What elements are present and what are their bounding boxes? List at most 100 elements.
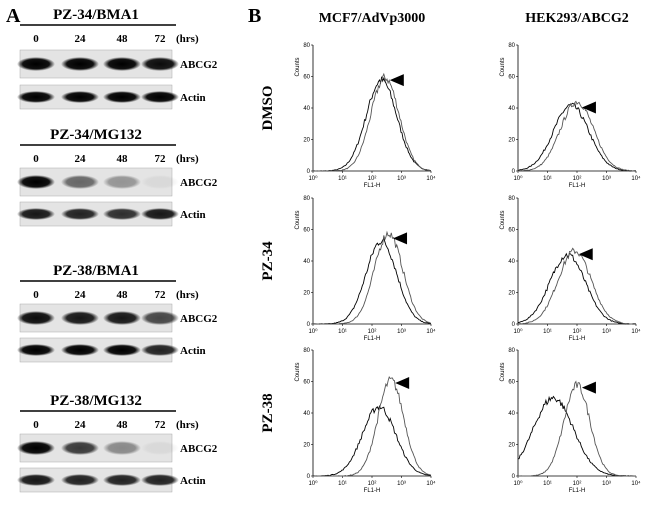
x-tick-label: 10⁴ xyxy=(426,480,436,487)
band xyxy=(17,175,55,189)
timepoint: 72 xyxy=(155,153,167,165)
x-tick-label: 10¹ xyxy=(543,329,552,335)
x-tick-label: 10⁴ xyxy=(631,175,641,182)
y-tick-label: 60 xyxy=(303,75,310,81)
panel-label: A xyxy=(6,5,21,27)
band xyxy=(61,474,99,486)
x-tick-label: 10⁰ xyxy=(513,175,523,182)
x-tick-label: 10² xyxy=(368,329,377,335)
histogram-curve xyxy=(517,380,637,477)
y-axis-label: Counts xyxy=(500,57,506,76)
x-tick-label: 10³ xyxy=(602,481,611,487)
y-tick-label: 40 xyxy=(303,106,310,112)
y-tick-label: 20 xyxy=(508,138,515,144)
histogram: 0 20 40 60 80 10⁰ 10¹ 10² 10³ 10⁴ Counts FL1-H xyxy=(500,196,641,342)
histogram: 0 20 40 60 80 10⁰ 10¹ 10² 10³ 10⁴ Counts FL1-H xyxy=(295,348,436,494)
timepoint: 24 xyxy=(75,419,87,431)
histogram: 0 20 40 60 80 10⁰ 10¹ 10² 10³ 10⁴ Counts FL1-H xyxy=(295,43,436,189)
x-tick-label: 10² xyxy=(368,176,377,182)
y-axis-label: Counts xyxy=(500,362,506,381)
timepoint: 48 xyxy=(117,153,129,165)
histogram-curve xyxy=(312,237,432,325)
band xyxy=(103,175,141,189)
band xyxy=(103,311,141,325)
histogram-curve xyxy=(312,72,432,172)
x-tick-label: 10¹ xyxy=(543,176,552,182)
x-tick-label: 10³ xyxy=(397,176,406,182)
y-tick-label: 60 xyxy=(303,380,310,386)
y-axis-label: Counts xyxy=(295,362,301,381)
band xyxy=(141,344,179,356)
y-tick-label: 40 xyxy=(508,411,515,417)
band xyxy=(141,474,179,486)
band xyxy=(103,474,141,486)
band xyxy=(61,441,99,455)
row-label: ABCG2 xyxy=(180,59,218,71)
x-tick-label: 10¹ xyxy=(543,481,552,487)
x-tick-label: 10³ xyxy=(602,176,611,182)
band xyxy=(141,57,179,71)
y-tick-label: 60 xyxy=(508,228,515,234)
band xyxy=(141,441,179,455)
row-title: PZ-34 xyxy=(260,241,276,281)
arrowhead xyxy=(393,232,408,245)
timepoint: 72 xyxy=(155,33,167,45)
histogram-curve xyxy=(312,230,432,325)
x-tick-label: 10⁰ xyxy=(308,328,318,335)
row-label: Actin xyxy=(180,209,206,221)
y-tick-label: 0 xyxy=(512,322,516,328)
histogram: 0 20 40 60 80 10⁰ 10¹ 10² 10³ 10⁴ Counts FL1-H xyxy=(500,348,641,494)
x-axis-label: FL1-H xyxy=(364,183,381,189)
y-tick-label: 60 xyxy=(508,380,515,386)
y-axis-label: Counts xyxy=(500,210,506,229)
histogram: 0 20 40 60 80 10⁰ 10¹ 10² 10³ 10⁴ Counts FL1-H xyxy=(500,43,641,189)
column-title: HEK293/ABCG2 xyxy=(525,11,628,26)
x-tick-label: 10² xyxy=(368,481,377,487)
y-tick-label: 80 xyxy=(303,196,310,202)
row-label: ABCG2 xyxy=(180,177,218,189)
x-tick-label: 10¹ xyxy=(338,176,347,182)
y-axis-label: Counts xyxy=(295,57,301,76)
histogram-curve xyxy=(517,247,636,325)
column-title: MCF7/AdVp3000 xyxy=(319,11,426,26)
x-tick-label: 10² xyxy=(573,481,582,487)
histogram-curve xyxy=(517,395,636,477)
arrowhead xyxy=(581,101,596,114)
band xyxy=(17,474,55,486)
x-tick-label: 10⁰ xyxy=(513,480,523,487)
y-tick-label: 40 xyxy=(508,259,515,265)
arrowhead xyxy=(578,248,593,261)
band xyxy=(61,311,99,325)
unit: (hrs) xyxy=(176,289,199,301)
x-tick-label: 10⁴ xyxy=(426,175,436,182)
x-tick-label: 10³ xyxy=(602,329,611,335)
timepoint: 48 xyxy=(117,33,129,45)
histogram: 0 20 40 60 80 10⁰ 10¹ 10² 10³ 10⁴ Counts FL1-H xyxy=(295,196,436,342)
y-tick-label: 40 xyxy=(303,411,310,417)
y-tick-label: 80 xyxy=(508,43,515,49)
y-tick-label: 0 xyxy=(307,322,311,328)
x-axis-label: FL1-H xyxy=(364,488,381,494)
row-label: Actin xyxy=(180,92,206,104)
row-label: Actin xyxy=(180,345,206,357)
y-tick-label: 80 xyxy=(303,43,310,49)
blot-title: PZ-38/BMA1 xyxy=(53,263,139,279)
band xyxy=(61,91,99,103)
timepoint: 0 xyxy=(33,33,39,45)
band xyxy=(141,175,179,189)
y-tick-label: 60 xyxy=(303,228,310,234)
band xyxy=(61,344,99,356)
x-tick-label: 10³ xyxy=(397,329,406,335)
x-tick-label: 10² xyxy=(573,176,582,182)
y-tick-label: 80 xyxy=(508,348,515,354)
band xyxy=(17,208,55,220)
x-axis-label: FL1-H xyxy=(569,183,586,189)
band xyxy=(103,57,141,71)
row-label: ABCG2 xyxy=(180,443,218,455)
x-axis-label: FL1-H xyxy=(364,336,381,342)
y-tick-label: 20 xyxy=(303,443,310,449)
x-tick-label: 10³ xyxy=(397,481,406,487)
y-tick-label: 20 xyxy=(303,291,310,297)
unit: (hrs) xyxy=(176,419,199,431)
